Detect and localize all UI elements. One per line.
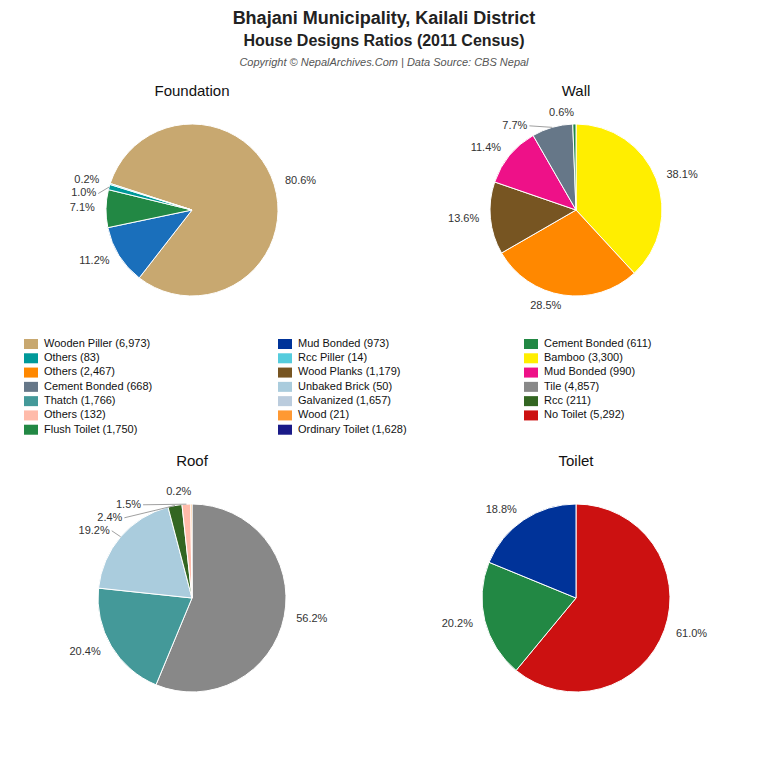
pie-slice [191,504,192,598]
legend-swatch [278,396,292,406]
pie-title: Wall [562,82,591,99]
legend-swatch [524,410,538,420]
legend-swatch [524,382,538,392]
legend-entry: Bamboo (3,300) [544,351,623,363]
slices [98,504,286,692]
legend-swatch [24,425,38,435]
pie-slice [98,588,192,685]
chart-root: Bhajani Municipality, Kailali District Ho… [0,0,768,768]
legend-entry: Others (83) [44,351,100,363]
leader-line [143,504,186,506]
legend-entry: Others (132) [44,408,106,420]
data-label: 2.4% [97,511,122,523]
title: Bhajani Municipality, Kailali District [233,8,536,28]
legend-swatch [24,339,38,349]
data-label: 13.6% [448,212,479,224]
pie-chart: Foundation 80.6% 11.2% 7.1% 1.0%0.2% [70,82,317,296]
pie-slice [533,124,576,210]
legend-entry: Cement Bonded (668) [44,380,152,392]
legend-swatch [524,396,538,406]
legend-swatch [24,382,38,392]
legend-entry: Mud Bonded (973) [298,337,389,349]
data-label: 38.1% [667,168,698,180]
legend-entry: Thatch (1,766) [44,394,116,406]
pie-title: Toilet [558,452,594,469]
data-label: 11.4% [471,141,502,153]
legend-swatch [524,353,538,363]
legend-entry: Wood Planks (1,179) [298,365,401,377]
legend-entry: Tile (4,857) [544,380,599,392]
leader-line [529,126,552,128]
pie-title: Foundation [154,82,229,99]
annotation: Copyright © NepalArchives.Com | Data Sou… [239,56,529,68]
legend-entry: Wood (21) [298,408,349,420]
legend-entry: Ordinary Toilet (1,628) [298,423,407,435]
data-label: 19.2% [79,524,110,536]
data-label: 0.2% [74,173,99,185]
legend-swatch [278,339,292,349]
legend-entry: Wooden Piller (6,973) [44,337,150,349]
pie-slice [106,190,192,228]
pie-slice [489,504,576,598]
subtitle: House Designs Ratios (2011 Census) [244,32,525,49]
legend-entry: Unbaked Brick (50) [298,380,392,392]
leader-line [112,531,121,537]
pie-chart: Toilet 61.0% 20.2% 18.8% [442,452,708,692]
data-label: 11.2% [79,254,110,266]
data-label: 20.2% [442,617,473,629]
legend-entry: Rcc (211) [544,394,591,406]
legend-swatch [278,368,292,378]
legend-entry: Galvanized (1,657) [298,394,391,406]
legend-entry: Flush Toilet (1,750) [44,423,137,435]
background [0,0,768,768]
legend-entry: Others (2,467) [44,365,115,377]
pie-slice [182,504,192,598]
data-labels: 61.0% 20.2% 18.8% [442,503,708,639]
legend-swatch [524,368,538,378]
slices [482,504,670,692]
legend-entry: Rcc Piller (14) [298,351,367,363]
legend-swatch [24,368,38,378]
data-label: 61.0% [676,627,707,639]
legend-entry: Cement Bonded (611) [544,337,651,349]
data-label: 1.0% [71,186,96,198]
data-label: 28.5% [530,299,561,311]
data-label: 0.2% [166,485,191,497]
data-labels: 38.1% 28.5% 13.6% 11.4%7.7% 0.6% [448,106,698,311]
legend: Wooden Piller (6,973) Others (83) Others (… [24,337,651,435]
legend-swatch [524,339,538,349]
pie-slice [168,505,192,598]
data-label: 0.6% [549,106,574,118]
data-labels: 80.6% 11.2% 7.1% 1.0%0.2% [70,173,317,266]
legend-swatch [24,410,38,420]
pie-title: Roof [176,452,209,469]
legend-entry: Mud Bonded (990) [544,365,635,377]
pie-slice [573,124,576,210]
data-label: 7.7% [502,119,527,131]
data-label: 7.1% [70,201,95,213]
data-label: 1.5% [116,498,141,510]
data-label: 18.8% [486,503,517,515]
legend-swatch [24,396,38,406]
data-label: 56.2% [296,612,327,624]
pie-chart: Roof 56.2% 20.4% 19.2%2.4%1.5% 0.2% [69,452,327,692]
slices [106,124,278,296]
pie-slice [110,183,192,210]
legend-swatch [278,382,292,392]
legend-swatch [24,353,38,363]
data-labels: 56.2% 20.4% 19.2%2.4%1.5% 0.2% [69,485,327,657]
data-label: 80.6% [285,174,316,186]
data-label: 20.4% [69,645,100,657]
leader-line [98,187,109,194]
slices [490,124,662,296]
legend-swatch [278,425,292,435]
pie-chart: Wall 38.1% 28.5% 13.6% 11.4%7.7% 0.6% [448,82,698,311]
legend-swatch [278,410,292,420]
legend-entry: No Toilet (5,292) [544,408,625,420]
legend-swatch [278,353,292,363]
